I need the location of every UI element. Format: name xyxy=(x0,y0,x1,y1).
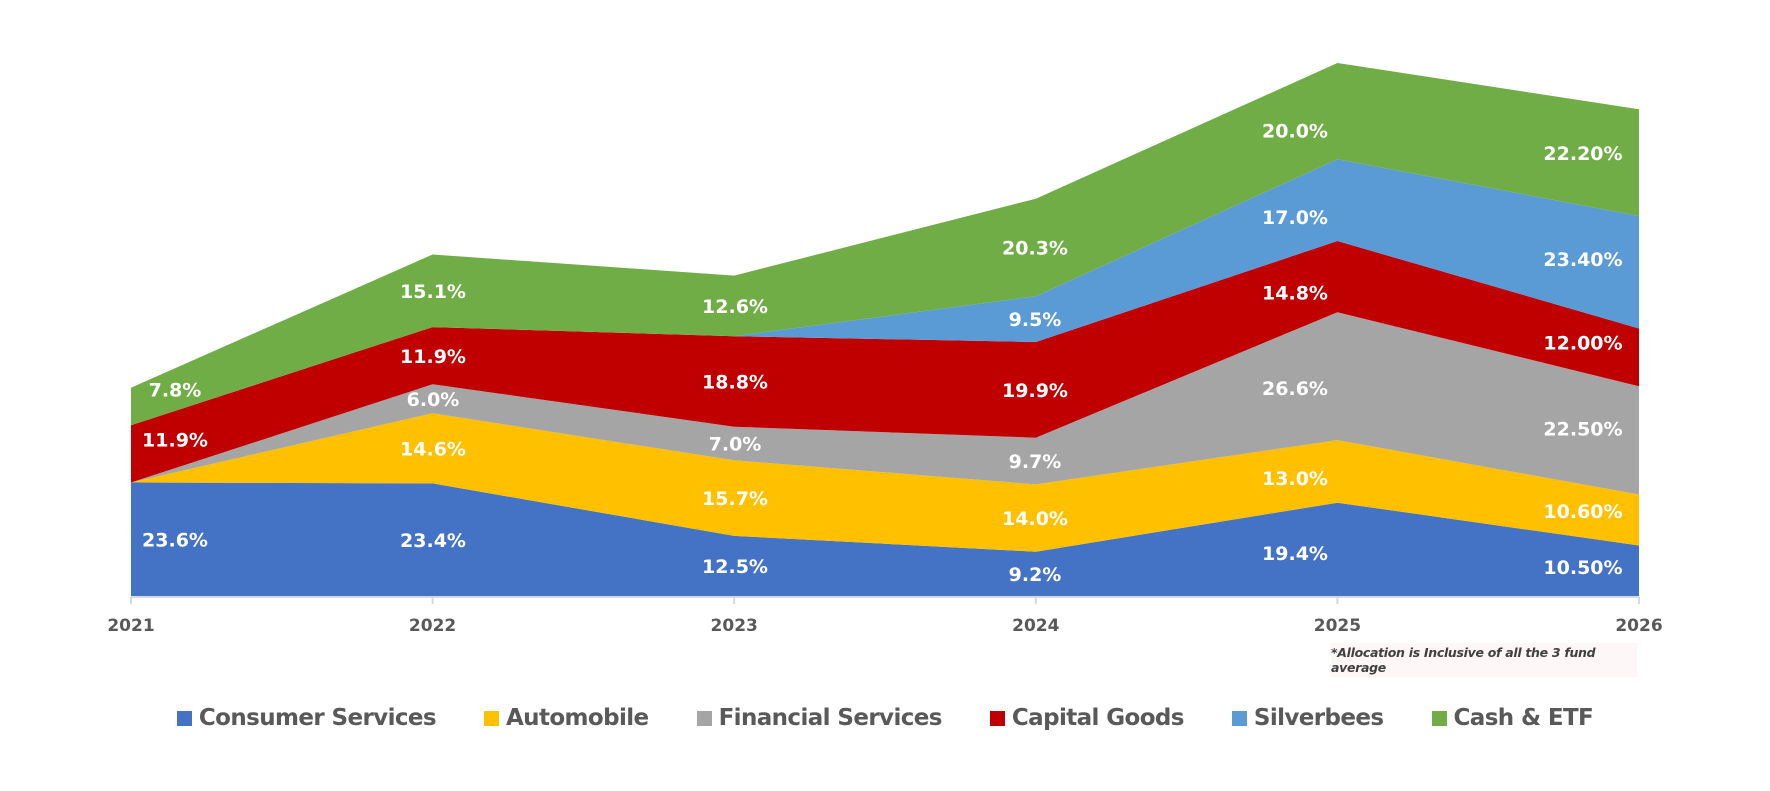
x-axis-ticks: 2021 2022 2023 2024 2025 2026 xyxy=(107,597,1663,636)
area-silverbees xyxy=(131,159,1639,426)
data-label-financial-services: 22.50% xyxy=(1543,418,1622,440)
x-tick-label: 2024 xyxy=(1012,616,1059,636)
legend-label: Silverbees xyxy=(1253,705,1384,731)
data-label-consumer-services: 9.2% xyxy=(1009,564,1062,586)
legend-label: Cash & ETF xyxy=(1453,705,1594,731)
area-capital-goods xyxy=(131,241,1639,483)
data-label-capital-goods: 14.8% xyxy=(1262,283,1328,305)
data-label-cash-etf: 7.8% xyxy=(149,380,202,402)
data-label-cash-etf: 20.3% xyxy=(1002,238,1068,260)
x-tick-label: 2026 xyxy=(1615,616,1662,636)
legend: Consumer Services Automobile Financial Ser… xyxy=(0,700,1770,736)
legend-item: Consumer Services xyxy=(176,705,437,731)
legend-label: Capital Goods xyxy=(1011,705,1185,731)
area-series-group xyxy=(131,63,1639,596)
data-label-automobile: 14.0% xyxy=(1002,508,1068,530)
data-label-financial-services: 9.7% xyxy=(1009,451,1062,473)
legend-label: Financial Services xyxy=(718,705,943,731)
legend-swatch xyxy=(176,710,192,726)
data-label-consumer-services: 23.6% xyxy=(142,529,208,551)
data-label-capital-goods: 18.8% xyxy=(702,371,768,393)
data-label-automobile: 10.60% xyxy=(1543,501,1622,523)
data-label-automobile: 13.0% xyxy=(1262,468,1328,490)
legend-swatch xyxy=(989,710,1005,726)
data-label-consumer-services: 12.5% xyxy=(702,556,768,578)
legend-item: Capital Goods xyxy=(989,705,1185,731)
data-label-consumer-services: 19.4% xyxy=(1262,543,1328,565)
legend-swatch xyxy=(696,710,712,726)
data-label-silverbees: 23.40% xyxy=(1543,249,1622,271)
data-label-cash-etf: 12.6% xyxy=(702,296,768,318)
data-label-consumer-services: 10.50% xyxy=(1543,557,1622,579)
data-label-silverbees: 9.5% xyxy=(1009,309,1062,331)
legend-label: Consumer Services xyxy=(198,705,437,731)
data-label-financial-services: 7.0% xyxy=(709,434,762,456)
area-automobile xyxy=(131,413,1639,552)
data-label-cash-etf: 15.1% xyxy=(400,281,466,303)
area-financial-services xyxy=(131,312,1639,495)
data-label-consumer-services: 23.4% xyxy=(400,530,466,552)
area-cash-etf xyxy=(131,63,1639,426)
data-labels-group: 23.6% 23.4% 12.5% 9.2% 19.4% 10.50% 14.6% 15.7%… xyxy=(142,120,1623,586)
x-tick-label: 2023 xyxy=(711,616,758,636)
data-label-financial-services: 6.0% xyxy=(407,389,460,411)
legend-swatch xyxy=(1431,710,1447,726)
legend-item: Financial Services xyxy=(696,705,943,731)
area-consumer-services xyxy=(131,482,1639,596)
legend-label: Automobile xyxy=(505,705,649,731)
x-tick-label: 2025 xyxy=(1314,616,1361,636)
legend-item: Cash & ETF xyxy=(1431,705,1594,731)
data-label-automobile: 15.7% xyxy=(702,488,768,510)
x-tick-label: 2021 xyxy=(107,616,154,636)
data-label-financial-services: 26.6% xyxy=(1262,378,1328,400)
legend-item: Automobile xyxy=(483,705,649,731)
data-label-capital-goods: 12.00% xyxy=(1543,332,1622,354)
data-label-cash-etf: 22.20% xyxy=(1543,143,1622,165)
data-label-capital-goods: 19.9% xyxy=(1002,380,1068,402)
footnote: *Allocation is Inclusive of all the 3 fu… xyxy=(1331,643,1637,677)
legend-swatch xyxy=(483,710,499,726)
data-label-capital-goods: 11.9% xyxy=(142,430,208,452)
legend-swatch xyxy=(1231,710,1247,726)
data-label-capital-goods: 11.9% xyxy=(400,346,466,368)
data-label-cash-etf: 20.0% xyxy=(1262,120,1328,142)
data-label-silverbees: 17.0% xyxy=(1262,207,1328,229)
legend-item: Silverbees xyxy=(1231,705,1384,731)
data-label-automobile: 14.6% xyxy=(400,438,466,460)
x-tick-label: 2022 xyxy=(409,616,456,636)
